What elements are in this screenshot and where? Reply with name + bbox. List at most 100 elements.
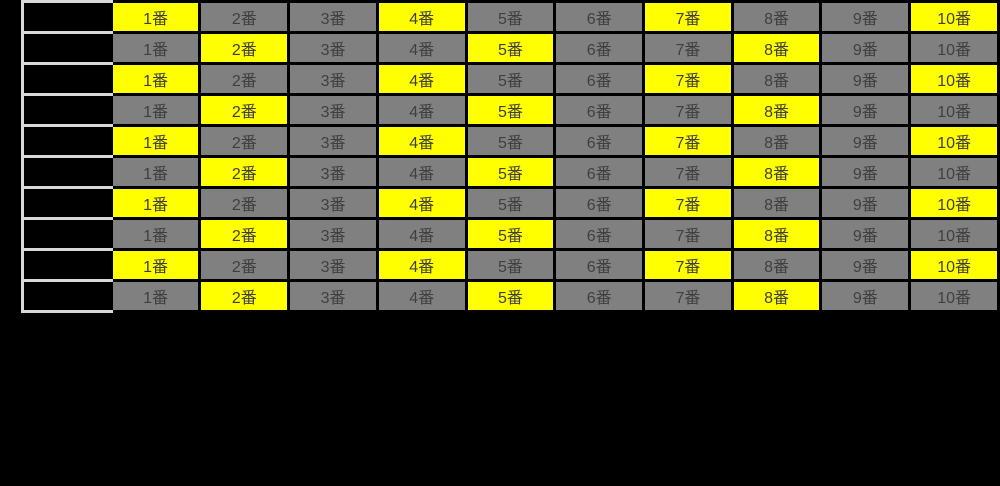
cell-r6-c2[interactable]: 2番	[198, 155, 291, 189]
cell-r1-c1[interactable]: 1番	[109, 0, 202, 34]
cell-r4-c2[interactable]: 2番	[198, 93, 291, 127]
cell-r4-c8[interactable]: 8番	[730, 93, 823, 127]
cell-r4-c5[interactable]: 5番	[464, 93, 557, 127]
cell-r5-c10[interactable]: 10番	[908, 124, 1000, 158]
cell-r2-c7[interactable]: 7番	[642, 31, 734, 65]
cell-r9-c1[interactable]: 1番	[109, 248, 202, 282]
cell-r4-c4[interactable]: 4番	[375, 93, 468, 127]
cell-r6-c5[interactable]: 5番	[464, 155, 557, 189]
cell-r3-c8[interactable]: 8番	[730, 62, 823, 96]
cell-r7-c2[interactable]: 2番	[198, 186, 291, 220]
cell-r9-c6[interactable]: 6番	[553, 248, 646, 282]
cell-r8-c10[interactable]: 10番	[908, 217, 1000, 251]
cell-r10-c2[interactable]: 2番	[198, 279, 291, 313]
cell-r1-c9[interactable]: 9番	[819, 0, 912, 34]
cell-r8-c8[interactable]: 8番	[730, 217, 823, 251]
cell-r10-c5[interactable]: 5番	[464, 279, 557, 313]
cell-r2-c6[interactable]: 6番	[553, 31, 646, 65]
cell-r8-c1[interactable]: 1番	[109, 217, 202, 251]
cell-r1-c8[interactable]: 8番	[730, 0, 823, 34]
cell-r10-c8[interactable]: 8番	[730, 279, 823, 313]
cell-r8-c5[interactable]: 5番	[464, 217, 557, 251]
cell-r8-c7[interactable]: 7番	[642, 217, 734, 251]
cell-r7-c9[interactable]: 9番	[819, 186, 912, 220]
cell-r10-c1[interactable]: 1番	[109, 279, 202, 313]
cell-r4-c1[interactable]: 1番	[109, 93, 202, 127]
cell-r8-c2[interactable]: 2番	[198, 217, 291, 251]
cell-r4-c7[interactable]: 7番	[642, 93, 734, 127]
cell-r10-c3[interactable]: 3番	[287, 279, 379, 313]
cell-r2-c1[interactable]: 1番	[109, 31, 202, 65]
cell-r1-c4[interactable]: 4番	[375, 0, 468, 34]
cell-r8-c9[interactable]: 9番	[819, 217, 912, 251]
cell-r7-c1[interactable]: 1番	[109, 186, 202, 220]
cell-r2-c8[interactable]: 8番	[730, 31, 823, 65]
cell-r2-c3[interactable]: 3番	[287, 31, 379, 65]
cell-r10-c9[interactable]: 9番	[819, 279, 912, 313]
cell-r5-c2[interactable]: 2番	[198, 124, 291, 158]
cell-r2-c4[interactable]: 4番	[375, 31, 468, 65]
cell-r9-c3[interactable]: 3番	[287, 248, 379, 282]
cell-r3-c1[interactable]: 1番	[109, 62, 202, 96]
cell-r6-c6[interactable]: 6番	[553, 155, 646, 189]
cell-r7-c3[interactable]: 3番	[287, 186, 379, 220]
cell-r2-c5[interactable]: 5番	[464, 31, 557, 65]
cell-r10-c10[interactable]: 10番	[908, 279, 1000, 313]
cell-r3-c9[interactable]: 9番	[819, 62, 912, 96]
cell-r10-c4[interactable]: 4番	[375, 279, 468, 313]
cell-r5-c4[interactable]: 4番	[375, 124, 468, 158]
cell-r1-c5[interactable]: 5番	[464, 0, 557, 34]
cell-r8-c3[interactable]: 3番	[287, 217, 379, 251]
cell-r8-c4[interactable]: 4番	[375, 217, 468, 251]
cell-r2-c10[interactable]: 10番	[908, 31, 1000, 65]
cell-r5-c6[interactable]: 6番	[553, 124, 646, 158]
cell-r9-c9[interactable]: 9番	[819, 248, 912, 282]
cell-r1-c10[interactable]: 10番	[908, 0, 1000, 34]
cell-r1-c3[interactable]: 3番	[287, 0, 379, 34]
cell-r9-c7[interactable]: 7番	[642, 248, 734, 282]
cell-r9-c4[interactable]: 4番	[375, 248, 468, 282]
cell-r9-c2[interactable]: 2番	[198, 248, 291, 282]
cell-r7-c8[interactable]: 8番	[730, 186, 823, 220]
cell-r3-c10[interactable]: 10番	[908, 62, 1000, 96]
cell-r1-c6[interactable]: 6番	[553, 0, 646, 34]
cell-r5-c1[interactable]: 1番	[109, 124, 202, 158]
cell-r8-c6[interactable]: 6番	[553, 217, 646, 251]
cell-r7-c6[interactable]: 6番	[553, 186, 646, 220]
cell-r3-c7[interactable]: 7番	[642, 62, 734, 96]
cell-r3-c2[interactable]: 2番	[198, 62, 291, 96]
cell-r2-c2[interactable]: 2番	[198, 31, 291, 65]
cell-r5-c5[interactable]: 5番	[464, 124, 557, 158]
cell-r5-c9[interactable]: 9番	[819, 124, 912, 158]
cell-r6-c1[interactable]: 1番	[109, 155, 202, 189]
cell-r2-c9[interactable]: 9番	[819, 31, 912, 65]
cell-r1-c2[interactable]: 2番	[198, 0, 291, 34]
cell-r7-c7[interactable]: 7番	[642, 186, 734, 220]
cell-r4-c6[interactable]: 6番	[553, 93, 646, 127]
cell-r6-c7[interactable]: 7番	[642, 155, 734, 189]
cell-r4-c3[interactable]: 3番	[287, 93, 379, 127]
cell-r9-c10[interactable]: 10番	[908, 248, 1000, 282]
cell-r5-c3[interactable]: 3番	[287, 124, 379, 158]
cell-r6-c3[interactable]: 3番	[287, 155, 379, 189]
cell-r4-c10[interactable]: 10番	[908, 93, 1000, 127]
cell-r7-c5[interactable]: 5番	[464, 186, 557, 220]
cell-r9-c8[interactable]: 8番	[730, 248, 823, 282]
cell-r3-c6[interactable]: 6番	[553, 62, 646, 96]
cell-r10-c6[interactable]: 6番	[553, 279, 646, 313]
cell-r1-c7[interactable]: 7番	[642, 0, 734, 34]
cell-r6-c8[interactable]: 8番	[730, 155, 823, 189]
cell-r6-c4[interactable]: 4番	[375, 155, 468, 189]
cell-r3-c3[interactable]: 3番	[287, 62, 379, 96]
cell-r5-c7[interactable]: 7番	[642, 124, 734, 158]
cell-r5-c8[interactable]: 8番	[730, 124, 823, 158]
cell-r9-c5[interactable]: 5番	[464, 248, 557, 282]
cell-r3-c4[interactable]: 4番	[375, 62, 468, 96]
cell-r6-c10[interactable]: 10番	[908, 155, 1000, 189]
cell-r10-c7[interactable]: 7番	[642, 279, 734, 313]
cell-r7-c10[interactable]: 10番	[908, 186, 1000, 220]
cell-r7-c4[interactable]: 4番	[375, 186, 468, 220]
cell-r4-c9[interactable]: 9番	[819, 93, 912, 127]
cell-r6-c9[interactable]: 9番	[819, 155, 912, 189]
cell-r3-c5[interactable]: 5番	[464, 62, 557, 96]
